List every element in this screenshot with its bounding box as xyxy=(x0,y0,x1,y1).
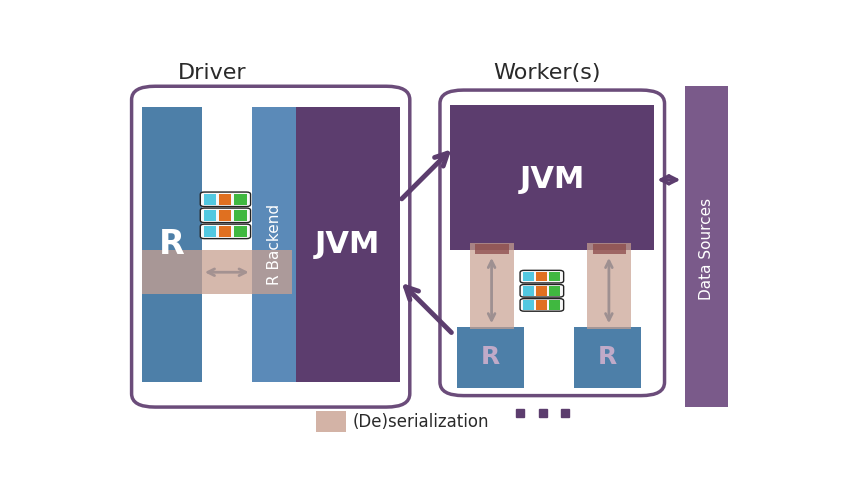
Bar xyxy=(549,286,561,296)
FancyBboxPatch shape xyxy=(201,208,251,223)
Bar xyxy=(471,243,514,329)
FancyBboxPatch shape xyxy=(520,285,564,297)
Bar xyxy=(593,244,626,254)
Bar xyxy=(450,105,655,250)
Bar xyxy=(549,300,561,310)
Bar xyxy=(234,226,247,237)
Bar xyxy=(234,193,247,205)
Bar xyxy=(142,250,292,295)
Bar xyxy=(476,244,509,254)
Bar xyxy=(204,210,216,221)
Bar xyxy=(536,300,547,310)
Bar xyxy=(142,107,202,382)
Bar xyxy=(574,327,641,388)
Text: JVM: JVM xyxy=(520,165,586,194)
Bar xyxy=(536,272,547,281)
Text: R: R xyxy=(159,228,185,261)
Text: Driver: Driver xyxy=(177,63,247,83)
Bar xyxy=(204,226,216,237)
Bar xyxy=(253,107,296,382)
Text: R Backend: R Backend xyxy=(266,204,281,285)
FancyBboxPatch shape xyxy=(201,224,251,239)
Bar xyxy=(685,86,728,407)
Text: R: R xyxy=(598,345,618,370)
FancyBboxPatch shape xyxy=(131,86,410,407)
Bar xyxy=(549,272,561,281)
Text: R: R xyxy=(481,345,500,370)
Bar xyxy=(587,243,631,329)
Bar xyxy=(219,193,232,205)
Bar xyxy=(536,286,547,296)
Bar xyxy=(219,226,232,237)
Bar xyxy=(204,193,216,205)
Bar xyxy=(219,210,232,221)
Bar xyxy=(234,210,247,221)
Bar xyxy=(316,411,346,432)
FancyBboxPatch shape xyxy=(520,299,564,311)
FancyBboxPatch shape xyxy=(520,270,564,283)
Text: (De)serialization: (De)serialization xyxy=(353,413,490,431)
FancyBboxPatch shape xyxy=(201,192,251,206)
FancyBboxPatch shape xyxy=(440,90,664,396)
Text: JVM: JVM xyxy=(315,230,380,259)
Bar xyxy=(296,107,400,382)
Text: Data Sources: Data Sources xyxy=(699,197,714,300)
Bar xyxy=(523,300,534,310)
Bar xyxy=(457,327,524,388)
Bar xyxy=(523,286,534,296)
Text: Worker(s): Worker(s) xyxy=(493,63,601,83)
Bar xyxy=(523,272,534,281)
